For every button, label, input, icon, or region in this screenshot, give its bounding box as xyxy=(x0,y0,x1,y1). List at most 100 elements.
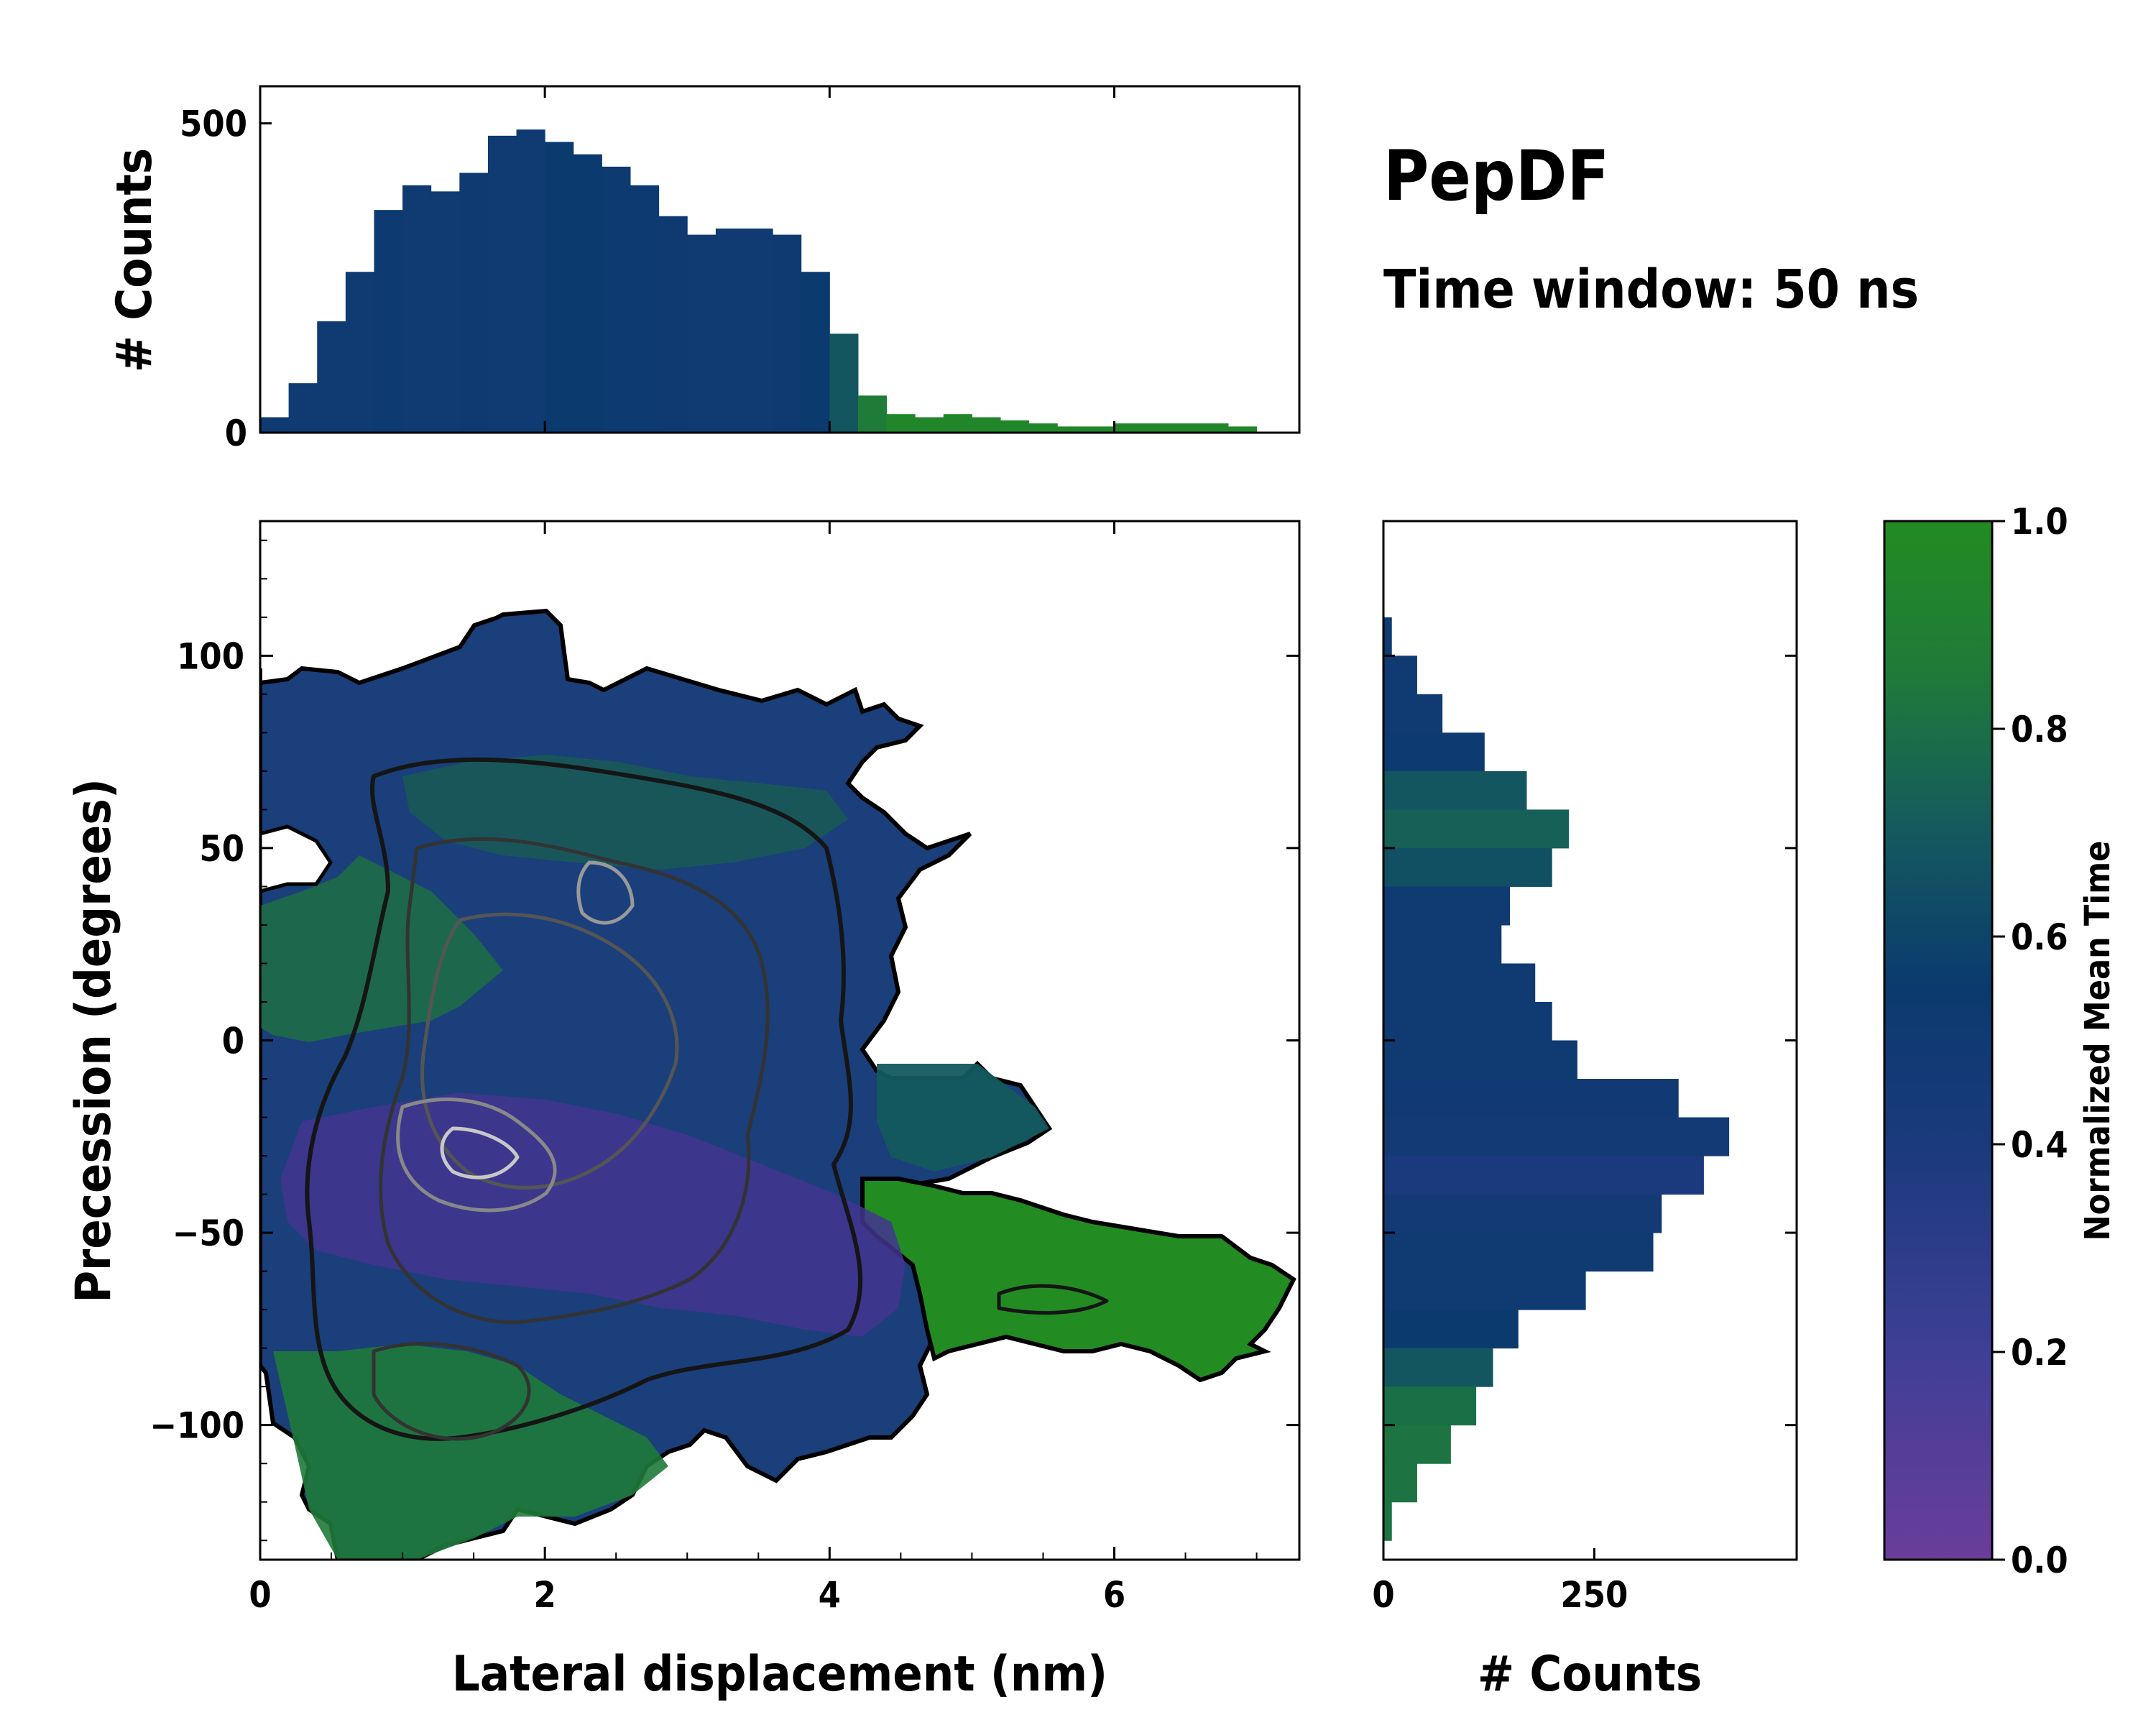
top-histogram: 0 500 # Counts xyxy=(106,85,1301,454)
colorbar-label: Normalized Mean Time xyxy=(2078,841,2118,1241)
contour-outer xyxy=(305,757,863,1441)
right-histogram-bar xyxy=(1383,1040,1577,1080)
top-histogram-bar xyxy=(886,414,916,433)
top-histogram-bar xyxy=(317,321,346,433)
right-histogram-bar xyxy=(1383,617,1392,656)
right-histogram-bar xyxy=(1383,1117,1730,1156)
right-histogram-xlabel: # Counts xyxy=(1478,1646,1702,1703)
top-histogram-bar xyxy=(430,191,460,433)
top-histogram-bar xyxy=(545,142,574,433)
density-gap xyxy=(260,824,333,893)
right-histogram-bar xyxy=(1383,1156,1704,1195)
right-histogram-bar xyxy=(1383,1348,1493,1387)
top-histogram-bar xyxy=(1114,423,1143,433)
colorbar-tick-label: 0.0 xyxy=(2011,1540,2068,1581)
colorbar-tick-label: 1.0 xyxy=(2011,501,2068,543)
top-histogram-bar xyxy=(260,417,290,433)
top-histogram-bar xyxy=(943,414,972,433)
right-histogram-bars xyxy=(1383,617,1730,1541)
right-histogram-ticks: 0 250 xyxy=(1372,654,1797,1616)
right-histogram-bar xyxy=(1383,1310,1519,1349)
right-histogram-bar xyxy=(1383,732,1485,772)
top-histogram-bar xyxy=(402,185,432,433)
top-histogram-bar xyxy=(459,172,489,433)
y-tick-label: −100 xyxy=(149,1405,244,1447)
right-histogram-bar xyxy=(1383,770,1527,810)
colorbar-tick-label: 0.2 xyxy=(2011,1332,2068,1374)
contour-core xyxy=(396,1098,557,1213)
density-green-left xyxy=(260,855,503,1042)
top-histogram-bar xyxy=(687,234,717,433)
top-histogram-bar xyxy=(1199,423,1229,433)
right-histogram-bar xyxy=(1383,1233,1654,1272)
top-histogram-ylabel: # Counts xyxy=(106,148,163,372)
chart-subtitle: Time window: 50 ns xyxy=(1383,259,1919,321)
contour-peak xyxy=(440,1126,520,1179)
top-histogram-ticks: 0 500 xyxy=(180,86,1115,454)
colorbar-tick-label: 0.8 xyxy=(2011,709,2068,750)
contour-upper-peak xyxy=(576,860,635,925)
y-tick-label: 50 xyxy=(199,828,244,870)
y-axis-label: Precession (degrees) xyxy=(65,778,122,1303)
right-histogram-bar xyxy=(1383,963,1536,1003)
top-histogram-bar xyxy=(715,228,745,433)
right-histogram-bar xyxy=(1383,1501,1392,1541)
top-histogram-bar xyxy=(1085,426,1115,433)
main-plot-ticks: 0 2 4 6 −100 −50 0 50 100 xyxy=(149,521,1299,1616)
top-histogram-bar xyxy=(915,417,944,433)
right-histogram-bar xyxy=(1383,1386,1477,1426)
top-histogram-bar xyxy=(972,417,1001,433)
top-histogram-bars xyxy=(260,129,1258,433)
density-green-lower xyxy=(273,1344,668,1560)
top-histogram-bar xyxy=(487,135,517,433)
density-purple-core xyxy=(280,1092,906,1337)
right-histogram-bar xyxy=(1383,1425,1451,1464)
colorbar-gradient xyxy=(1883,520,1994,1561)
right-histogram-bar xyxy=(1383,886,1511,926)
top-histogram-bar xyxy=(1057,426,1087,433)
top-histogram-bar xyxy=(630,185,660,433)
right-histogram: 0 250 # Counts xyxy=(1372,520,1798,1703)
main-plot: 0 2 4 6 −100 −50 0 50 100 Lateral displacement (… xyxy=(65,520,1301,1703)
top-histogram-bar xyxy=(1227,426,1258,433)
y-tick-label: −50 xyxy=(172,1213,244,1254)
x-tick-label: 4 xyxy=(819,1574,841,1616)
top-histogram-bar xyxy=(801,272,830,433)
right-histogram-bar xyxy=(1383,694,1443,733)
top-histogram-bar xyxy=(345,272,374,433)
right-histogram-bar xyxy=(1383,809,1570,849)
top-y-tick-label: 500 xyxy=(180,104,247,145)
contour-lower-left xyxy=(372,1342,531,1441)
right-histogram-bar xyxy=(1383,1271,1586,1310)
contour-mid xyxy=(379,837,770,1325)
x-axis-label: Lateral displacement (nm) xyxy=(452,1646,1107,1703)
right-histogram-bar xyxy=(1383,1001,1552,1041)
top-histogram-bar xyxy=(857,395,888,433)
x-tick-label: 2 xyxy=(534,1574,556,1616)
top-histogram-bar xyxy=(1028,423,1058,433)
density-blob-right-lobe xyxy=(860,1177,1296,1383)
top-histogram-bar xyxy=(1000,420,1030,433)
right-histogram-bar xyxy=(1383,924,1502,964)
right-histogram-bar xyxy=(1383,656,1417,695)
top-histogram-bar xyxy=(573,154,602,433)
right-histogram-bar xyxy=(1383,1194,1662,1233)
top-histogram-bar xyxy=(602,166,631,433)
contour-inner xyxy=(420,912,679,1190)
x-tick-label: 6 xyxy=(1103,1574,1125,1616)
right-x-tick-label: 250 xyxy=(1560,1574,1628,1616)
top-histogram-bar xyxy=(288,383,318,433)
colorbar-tick-label: 0.6 xyxy=(2011,916,2068,958)
contour-right-lobe xyxy=(997,1284,1109,1315)
top-histogram-bar xyxy=(658,216,688,433)
top-histogram-bar xyxy=(374,210,403,433)
top-y-tick-label: 0 xyxy=(225,413,247,454)
chart-title: PepDF xyxy=(1383,136,1609,216)
contour-lines xyxy=(305,757,1109,1441)
top-histogram-frame xyxy=(259,85,1301,434)
density-region xyxy=(260,608,1296,1560)
colorbar-tick-label: 0.4 xyxy=(2011,1124,2068,1166)
density-teal-right xyxy=(877,1064,1049,1172)
right-histogram-bar xyxy=(1383,1079,1679,1118)
